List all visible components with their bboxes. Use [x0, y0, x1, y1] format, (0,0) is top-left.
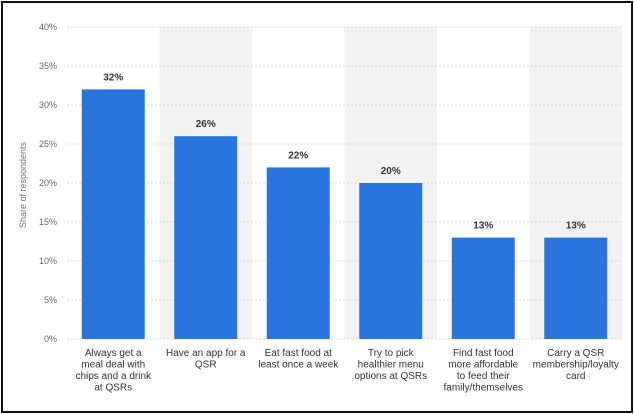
data-label: 26%	[196, 119, 216, 130]
x-tick-label: Carry a QSR membership/loyalty card	[533, 348, 619, 382]
bar[interactable]	[359, 183, 423, 339]
y-tick-label: 40%	[39, 22, 57, 32]
x-tick-label: Eat fast food at least once a week	[258, 348, 339, 371]
data-label: 13%	[473, 221, 493, 232]
bar[interactable]	[451, 237, 515, 339]
y-tick-label: 5%	[44, 295, 57, 305]
bar[interactable]	[544, 237, 608, 339]
data-label: 32%	[103, 72, 123, 83]
bar-chart: 0% 5% 10% 15% 20% 25% 30% 35% 40% 32% 26% 22% 20% 13…	[18, 22, 622, 394]
data-label: 13%	[566, 221, 586, 232]
data-label: 22%	[288, 150, 308, 161]
x-tick-label: Find fast food more affordable to feed the…	[444, 348, 523, 394]
y-axis-label: Share of respondents	[18, 141, 28, 228]
bar[interactable]	[266, 167, 330, 339]
y-tick-label: 15%	[39, 217, 57, 227]
x-tick-label: Have an app for a QSR	[166, 348, 246, 371]
x-tick-label: Always get a meal deal with chips and a dr…	[75, 348, 152, 394]
y-tick-label: 10%	[39, 256, 57, 266]
y-tick-label: 25%	[39, 139, 57, 149]
bar[interactable]	[174, 136, 238, 339]
y-tick-label: 20%	[39, 178, 57, 188]
bar[interactable]	[81, 89, 145, 340]
data-label: 20%	[381, 166, 401, 177]
y-tick-label: 30%	[39, 100, 57, 110]
x-tick-label: Try to pick healthier menu options at QSRs	[354, 348, 427, 382]
y-tick-label: 0%	[44, 334, 57, 344]
y-tick-label: 35%	[39, 61, 57, 71]
